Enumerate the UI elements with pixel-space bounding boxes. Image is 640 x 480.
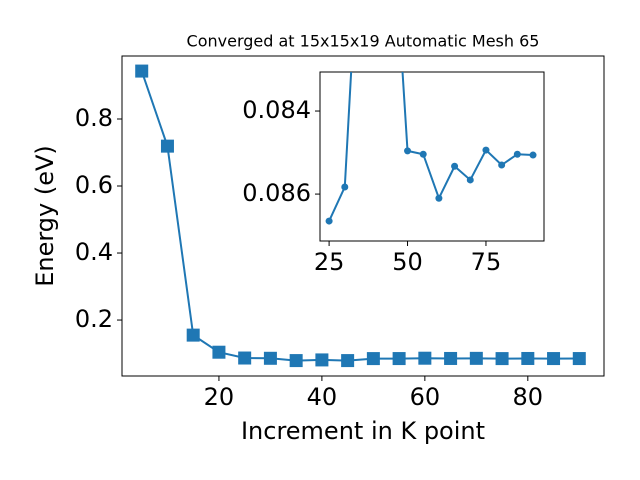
x-tick-label: 60 — [410, 383, 441, 411]
chart-title: Converged at 15x15x19 Automatic Mesh 65 — [187, 32, 540, 51]
marker — [444, 351, 458, 365]
marker — [212, 345, 226, 359]
marker — [572, 352, 586, 366]
x-tick-label: 40 — [307, 383, 338, 411]
x-tick-label: 20 — [204, 383, 235, 411]
marker — [186, 328, 200, 342]
marker — [135, 64, 149, 78]
marker — [419, 150, 427, 158]
plot-area — [319, 71, 545, 242]
marker — [513, 150, 521, 158]
marker — [341, 354, 355, 368]
marker — [435, 194, 443, 202]
marker — [521, 351, 535, 365]
marker — [392, 352, 406, 366]
marker — [498, 161, 506, 169]
marker — [529, 151, 537, 159]
y-tick-label: 0.4 — [75, 238, 113, 266]
marker — [418, 351, 432, 365]
marker — [547, 352, 561, 366]
x-tick-label: 25 — [314, 248, 345, 276]
y-tick-label: 0.8 — [75, 104, 113, 132]
marker — [263, 351, 277, 365]
marker — [469, 351, 483, 365]
marker — [366, 352, 380, 366]
y-tick-label: 0.6 — [75, 171, 113, 199]
line — [328, 72, 534, 222]
x-tick-label: 50 — [392, 248, 423, 276]
marker — [341, 183, 349, 191]
x-axis-label: Increment in K point — [241, 417, 485, 445]
marker — [466, 176, 474, 184]
y-tick-label: 0.084 — [242, 96, 311, 124]
series — [135, 64, 586, 368]
marker — [325, 217, 333, 225]
marker — [404, 147, 412, 155]
marker — [451, 162, 459, 170]
marker — [482, 146, 490, 154]
y-tick-label: 0.2 — [75, 305, 113, 333]
y-tick-label: 0.086 — [242, 179, 311, 207]
marker — [238, 351, 252, 365]
x-tick-label: 80 — [513, 383, 544, 411]
x-tick-label: 75 — [471, 248, 502, 276]
y-axis-label: Energy (eV) — [31, 145, 59, 287]
marker — [495, 352, 509, 366]
marker — [315, 353, 329, 367]
marker — [289, 354, 303, 368]
series — [325, 72, 537, 225]
marker — [160, 139, 174, 153]
